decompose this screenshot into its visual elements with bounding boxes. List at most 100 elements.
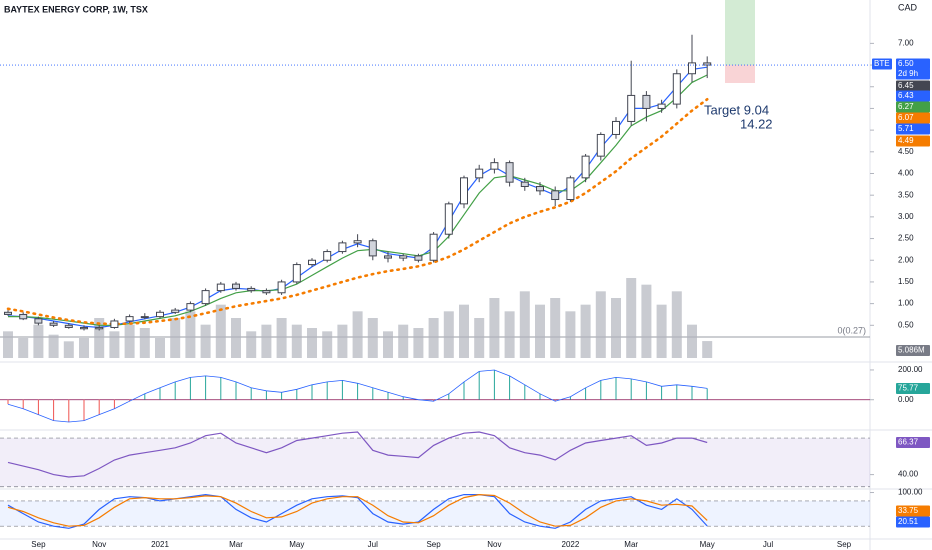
x-tick-label: Mar (229, 540, 243, 549)
x-tick-label: 2022 (562, 540, 580, 549)
price-label-bg (896, 123, 930, 135)
candle-body (384, 255, 392, 259)
candle-body (353, 240, 362, 244)
volume-bar (611, 298, 621, 358)
candle-body (125, 316, 134, 322)
volume-bar (398, 324, 409, 358)
y-tick-label: 4.50 (898, 147, 914, 156)
volume-bar (626, 278, 637, 358)
volume-bar (185, 311, 196, 358)
candle-body (308, 259, 316, 266)
candle-body (110, 320, 119, 328)
value-label: 66.37 (898, 438, 919, 447)
candle-body (171, 309, 180, 313)
long-position-stop (725, 65, 755, 83)
volume-bar (702, 341, 713, 358)
candle-body (95, 326, 104, 330)
candle-body (292, 264, 301, 283)
candle-body (414, 255, 423, 261)
volume-bar (170, 318, 181, 358)
annotation: 14.22 (740, 116, 773, 131)
long-position-target (725, 0, 755, 65)
volume-bar (641, 284, 652, 358)
volume-bar (489, 298, 500, 358)
stoch-band (0, 500, 870, 527)
price-label-bg (896, 135, 930, 147)
candle-body (49, 322, 58, 326)
candle-body (34, 318, 43, 324)
volume-bar (671, 291, 682, 358)
price-label: 4.49 (898, 136, 914, 145)
candle-body (201, 290, 210, 305)
volume-bar (565, 311, 576, 358)
volume-bar (200, 324, 211, 358)
price-label-bg (896, 68, 930, 80)
volume-bar (261, 324, 272, 358)
price-label-bg (896, 345, 930, 356)
price-label: BTE (874, 59, 890, 68)
volume-bar (291, 324, 302, 358)
y-tick-label: 1.00 (898, 299, 914, 308)
x-tick-label: May (700, 540, 715, 549)
volume-bar (155, 338, 165, 358)
price-label-bg (896, 101, 930, 113)
y-tick-label: 7.00 (898, 38, 914, 47)
volume-bar (246, 331, 257, 358)
volume-bar (459, 304, 469, 358)
volume-bar (94, 318, 105, 358)
x-tick-label: May (289, 540, 304, 549)
value-label: 75.77 (898, 384, 919, 393)
candle-body (323, 251, 332, 261)
candle-body (460, 177, 468, 205)
price-label-bg (896, 112, 930, 124)
volume-bar (413, 328, 424, 358)
volume-bar (79, 338, 89, 358)
candle-body (277, 281, 286, 294)
candle-body (338, 242, 347, 253)
candle-body (657, 103, 666, 109)
volume-bar (519, 291, 530, 358)
price-label: 5.71 (898, 124, 914, 133)
candle-body (4, 311, 12, 315)
volume-bar (139, 328, 150, 358)
line (7, 431, 708, 478)
x-tick-label: Mar (624, 540, 638, 549)
price-label: 6.43 (898, 91, 914, 100)
candle-body (64, 324, 73, 328)
candle-body (262, 290, 271, 294)
volume-bar (337, 324, 348, 358)
y-tick-label: 2.50 (898, 234, 914, 243)
volume-bar (504, 311, 515, 358)
candle-body (520, 181, 529, 188)
volume-bar (656, 304, 667, 358)
annotation: Target 9.04 (704, 102, 769, 117)
volume-bar (550, 298, 561, 358)
volume-bar (307, 328, 317, 358)
value-label: 20.51 (898, 517, 919, 526)
candle-body (232, 283, 240, 289)
x-tick-label: Jul (763, 540, 773, 549)
y-tick-label: 3.50 (898, 190, 914, 199)
line (7, 369, 708, 423)
x-tick-label: Sep (837, 540, 852, 549)
volume-bar (535, 304, 545, 358)
price-label-bg (896, 437, 930, 449)
y-tick-label: 1.50 (898, 277, 914, 286)
currency-label: CAD (898, 2, 918, 12)
candle-body (642, 94, 651, 109)
y-tick-label: 0.50 (898, 320, 914, 329)
candle-body (247, 287, 256, 292)
candle-body (627, 94, 636, 122)
candle-body (475, 168, 484, 179)
price-label: 6.07 (898, 113, 914, 122)
candle-body (140, 316, 149, 319)
x-tick-label: Nov (92, 540, 106, 549)
candle-body (505, 162, 514, 183)
x-tick-label: Sep (31, 540, 46, 549)
volume-bar (383, 331, 393, 358)
x-tick-label: Sep (426, 540, 441, 549)
candle-body (672, 73, 681, 105)
volume-bar (443, 311, 454, 358)
